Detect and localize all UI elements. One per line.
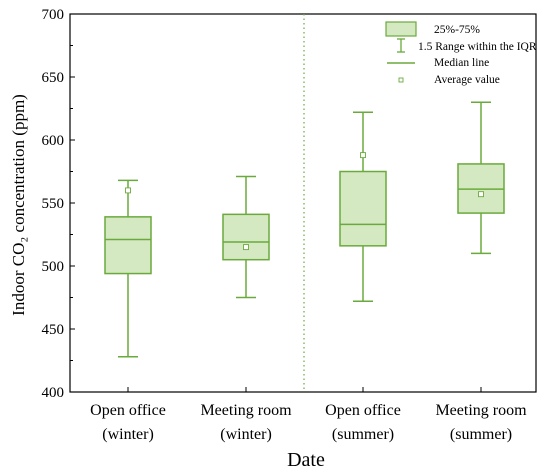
iqr-box xyxy=(104,216,152,275)
x-tick-label: (summer) xyxy=(332,426,394,443)
y-tick-label: 600 xyxy=(42,133,65,149)
legend-mean-symbol xyxy=(398,77,404,83)
iqr-box xyxy=(339,170,387,247)
x-axis: Open office (winter) Meeting room (winter) O… xyxy=(90,387,527,443)
x-tick-label: Open office xyxy=(325,402,401,419)
x-tick-label: Open office xyxy=(90,402,166,419)
x-tick-label: (winter) xyxy=(220,426,272,443)
y-tick-label: 500 xyxy=(42,259,65,275)
x-tick-label: Meeting room xyxy=(435,402,527,419)
x-tick-label: (winter) xyxy=(102,426,154,443)
box-group xyxy=(222,175,270,299)
legend-label: Median line xyxy=(434,57,489,69)
box-series xyxy=(104,101,505,358)
legend-label: 1.5 Range within the IQR xyxy=(418,41,537,53)
iqr-box xyxy=(222,213,270,261)
mean-marker xyxy=(125,187,131,194)
y-axis: 400 450 500 550 600 650 700 xyxy=(42,7,75,401)
y-tick-label: 450 xyxy=(42,322,65,338)
y-axis-label: Indoor CO₂ concentration (ppm) xyxy=(9,94,28,316)
box-group xyxy=(457,101,505,255)
mean-marker xyxy=(478,191,484,198)
legend-box-symbol xyxy=(385,21,417,37)
x-axis-label: Date xyxy=(287,449,325,471)
y-tick-label: 650 xyxy=(42,70,65,86)
legend-label: 25%-75% xyxy=(434,24,480,36)
y-tick-label: 700 xyxy=(42,7,65,23)
mean-marker xyxy=(360,152,366,159)
box-group xyxy=(339,111,387,303)
mean-marker xyxy=(243,244,249,251)
x-tick-label: Meeting room xyxy=(200,402,292,419)
y-tick-label: 400 xyxy=(42,385,65,401)
legend: 25%-75% 1.5 Range within the IQR Median li… xyxy=(385,21,537,86)
x-tick-label: (summer) xyxy=(450,426,512,443)
box-group xyxy=(104,179,152,358)
y-tick-label: 550 xyxy=(42,196,65,212)
legend-label: Average value xyxy=(434,74,500,86)
